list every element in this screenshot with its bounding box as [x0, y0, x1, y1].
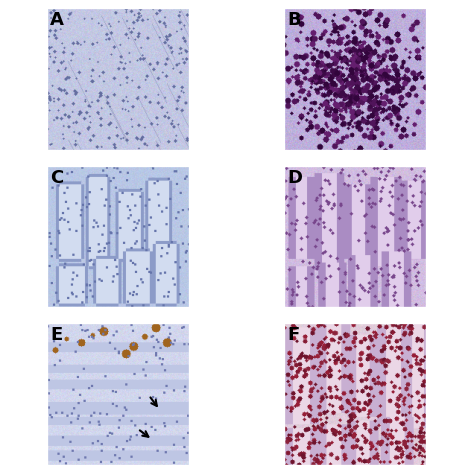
Text: B: B: [287, 11, 301, 29]
Text: A: A: [50, 11, 64, 29]
Text: E: E: [50, 326, 63, 344]
Text: D: D: [287, 169, 302, 186]
Text: F: F: [287, 326, 299, 344]
Text: C: C: [50, 169, 64, 186]
